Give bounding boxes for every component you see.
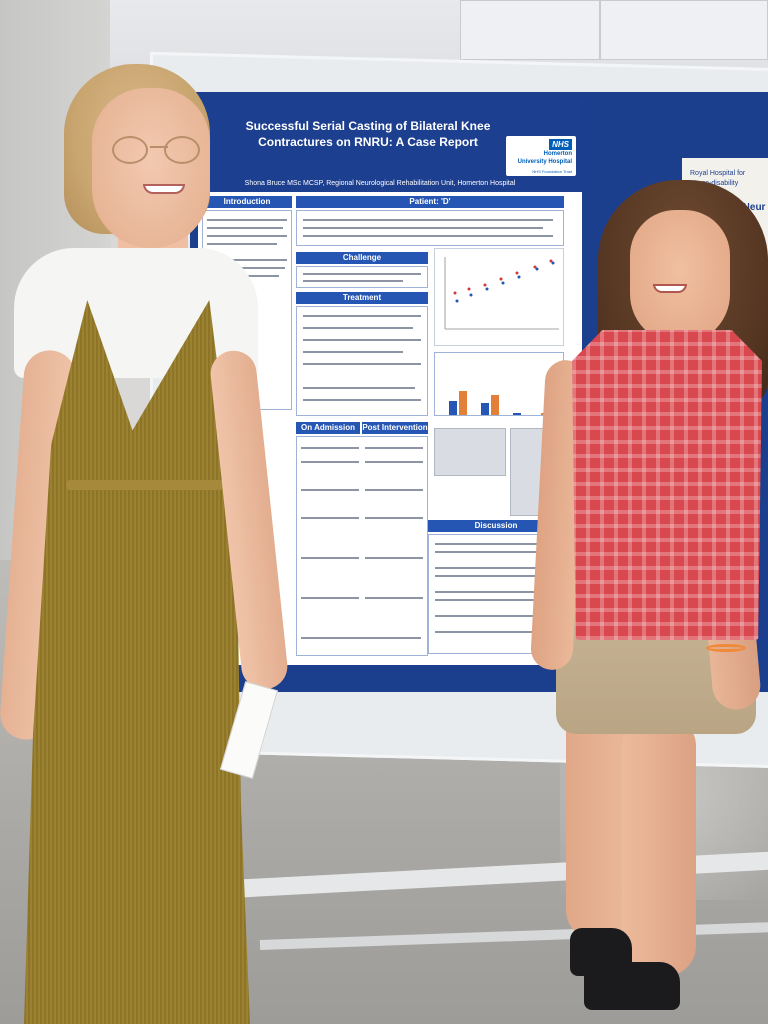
nhs-logo: NHS [549,139,572,150]
case-report-poster: Successful Serial Casting of Bilateral K… [198,100,582,665]
section-heading-introduction: Introduction [202,196,292,208]
ceiling-panel [460,0,600,60]
person-right-smile [653,284,687,293]
person-right-leg [622,716,696,976]
poster-org-line: Royal Hospital for [690,170,746,177]
line-chart-graphic [444,257,559,330]
orange-bracelet [706,644,746,652]
patient-photo [434,428,506,476]
glasses-lens [164,136,200,164]
section-heading-post-intervention: Post Intervention [362,422,428,434]
person-right-plaid-shirt [572,330,762,640]
logo-line: University Hospital [517,159,572,165]
section-heading-discussion: Discussion [428,520,564,532]
poster-title: Successful Serial Casting of Bilateral K… [245,119,491,149]
logo-line: NHS Foundation Trust [532,169,572,174]
person-left-face [92,88,210,248]
logo-line: Homerton [543,151,572,157]
section-heading-challenge: Challenge [296,252,428,264]
glasses-lens [112,136,148,164]
glasses-bridge [150,146,168,148]
patient-text [296,210,564,246]
poster-author: Shona Bruce MSc MCSP, Regional Neurologi… [244,180,516,187]
person-right-face [630,210,730,344]
person-left-belt [66,480,224,490]
bar-chart [434,352,564,416]
challenge-text [296,266,428,288]
outcomes-table [296,436,428,656]
person-left-smile [143,184,185,194]
poster-header: Successful Serial Casting of Bilateral K… [198,100,582,192]
nhs-logo-box: NHS Homerton University Hospital NHS Fou… [506,136,576,176]
section-heading-on-admission: On Admission [296,422,360,434]
person-right-shoe [584,962,680,1010]
section-heading-patient: Patient: 'D' [296,196,564,208]
section-heading-treatment: Treatment [296,292,428,304]
treatment-table [296,306,428,416]
knee-extension-chart [434,248,564,346]
ceiling-panel [600,0,768,60]
